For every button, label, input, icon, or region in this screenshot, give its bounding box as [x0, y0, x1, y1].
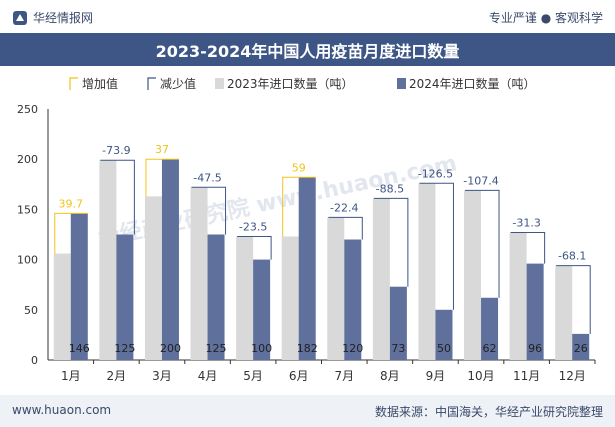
increase-bracket	[54, 212, 88, 254]
change-label: 59	[292, 161, 306, 174]
value-label-2024: 182	[297, 342, 318, 355]
bar-2023	[509, 232, 527, 360]
x-tick-label: 8月	[380, 369, 400, 383]
legend-decrease-label: 减少值	[160, 76, 196, 91]
change-label: -126.5	[418, 167, 453, 180]
x-tick-label: 3月	[152, 369, 172, 383]
decrease-bracket	[510, 231, 546, 264]
bar-2024	[161, 159, 179, 360]
bar-2024	[435, 309, 453, 360]
x-tick-label: 12月	[559, 369, 586, 383]
y-tick-label: 0	[31, 354, 38, 367]
change-label: -73.9	[102, 144, 130, 157]
top-bar: 华经情报网 专业严谨 ● 客观科学	[0, 0, 615, 33]
change-label: -68.1	[558, 250, 586, 263]
x-tick-label: 11月	[513, 369, 540, 383]
x-tick-label: 10月	[467, 369, 494, 383]
bar-2023	[418, 183, 436, 360]
bar-2024	[389, 286, 407, 360]
bar-2023	[281, 236, 299, 360]
change-label: 39.7	[59, 197, 84, 210]
change-label: -47.5	[193, 171, 221, 184]
legend-decrease-swatch	[147, 77, 156, 90]
change-label: -107.4	[463, 174, 498, 187]
brand-name: 华经情报网	[33, 11, 94, 25]
bar-2024	[526, 263, 544, 360]
value-label-2024: 200	[160, 342, 181, 355]
bar-2023	[190, 187, 208, 360]
bar-2024	[481, 297, 499, 360]
y-tick-label: 100	[17, 254, 38, 267]
bar-2023	[99, 160, 117, 360]
x-tick-label: 5月	[243, 369, 263, 383]
bar-2023	[144, 196, 162, 360]
value-label-2024: 100	[251, 342, 272, 355]
legend-2023-swatch	[215, 78, 224, 89]
bar-2024	[298, 177, 316, 360]
decrease-bracket	[465, 189, 500, 298]
value-label-2024: 26	[574, 342, 588, 355]
legend-increase-label: 增加值	[82, 76, 118, 91]
bar-2024	[116, 234, 134, 360]
legend-2023-label: 2023年进口数量（吨）	[227, 76, 354, 91]
decrease-bracket	[419, 182, 454, 310]
y-tick-label: 200	[17, 153, 38, 166]
decrease-bracket	[373, 197, 409, 287]
chart-title: 2023-2024年中国人用疫苗月度进口数量	[155, 41, 460, 61]
x-tick-label: 9月	[426, 369, 446, 383]
x-tick-label: 2月	[107, 369, 127, 383]
legend-increase-swatch	[69, 77, 78, 90]
change-label: -88.5	[376, 182, 404, 195]
x-tick-label: 7月	[334, 369, 354, 383]
decrease-bracket	[100, 159, 135, 235]
brand-logo-icon	[13, 10, 27, 25]
bar-2023	[327, 217, 345, 360]
x-tick-label: 4月	[198, 369, 218, 383]
x-tick-label: 6月	[289, 369, 309, 383]
footer-url[interactable]: www.huaon.com	[12, 403, 112, 417]
value-label-2024: 146	[69, 342, 90, 355]
bar-2023	[372, 198, 390, 360]
change-label: -31.3	[512, 216, 540, 229]
decrease-bracket	[556, 265, 591, 334]
legend-2024-label: 2024年进口数量（吨）	[409, 76, 536, 91]
bar-2023	[464, 190, 482, 360]
value-label-2024: 125	[206, 342, 227, 355]
brand: 华经情报网	[12, 9, 93, 26]
bar-2024	[572, 333, 590, 360]
increase-bracket	[145, 158, 179, 197]
y-tick-label: 50	[24, 304, 38, 317]
value-label-2024: 125	[114, 342, 135, 355]
bar-chart: 华经产业研究院 www.huaon.com050100150200250增加值减…	[17, 76, 596, 383]
legend-2024-swatch	[397, 78, 406, 89]
value-label-2024: 96	[528, 342, 542, 355]
footer: www.huaon.com 数据来源：中国海关，华经产业研究院整理	[0, 395, 615, 427]
decrease-bracket	[237, 236, 272, 260]
change-label: -23.5	[239, 221, 267, 234]
value-label-2024: 73	[391, 342, 405, 355]
footer-source: 数据来源：中国海关，华经产业研究院整理	[374, 405, 603, 419]
y-tick-label: 150	[17, 203, 38, 216]
bar-2024	[253, 259, 271, 360]
value-label-2024: 120	[342, 342, 363, 355]
bar-2023	[555, 265, 573, 360]
value-label-2024: 62	[483, 342, 497, 355]
y-tick-label: 250	[17, 103, 38, 116]
x-tick-label: 1月	[61, 369, 81, 383]
bar-2024	[207, 234, 225, 360]
decrease-bracket	[328, 216, 363, 240]
bar-2023	[236, 236, 254, 360]
value-label-2024: 50	[437, 342, 451, 355]
slogan: 专业严谨 ● 客观科学	[488, 11, 603, 25]
bar-2023	[53, 253, 71, 360]
change-label: -22.4	[330, 201, 358, 214]
bar-2024	[70, 213, 88, 360]
chart-title-bar: 2023-2024年中国人用疫苗月度进口数量	[0, 33, 615, 66]
decrease-bracket	[191, 186, 227, 235]
bar-2024	[344, 239, 362, 360]
increase-bracket	[282, 176, 316, 237]
change-label: 37	[155, 143, 169, 156]
